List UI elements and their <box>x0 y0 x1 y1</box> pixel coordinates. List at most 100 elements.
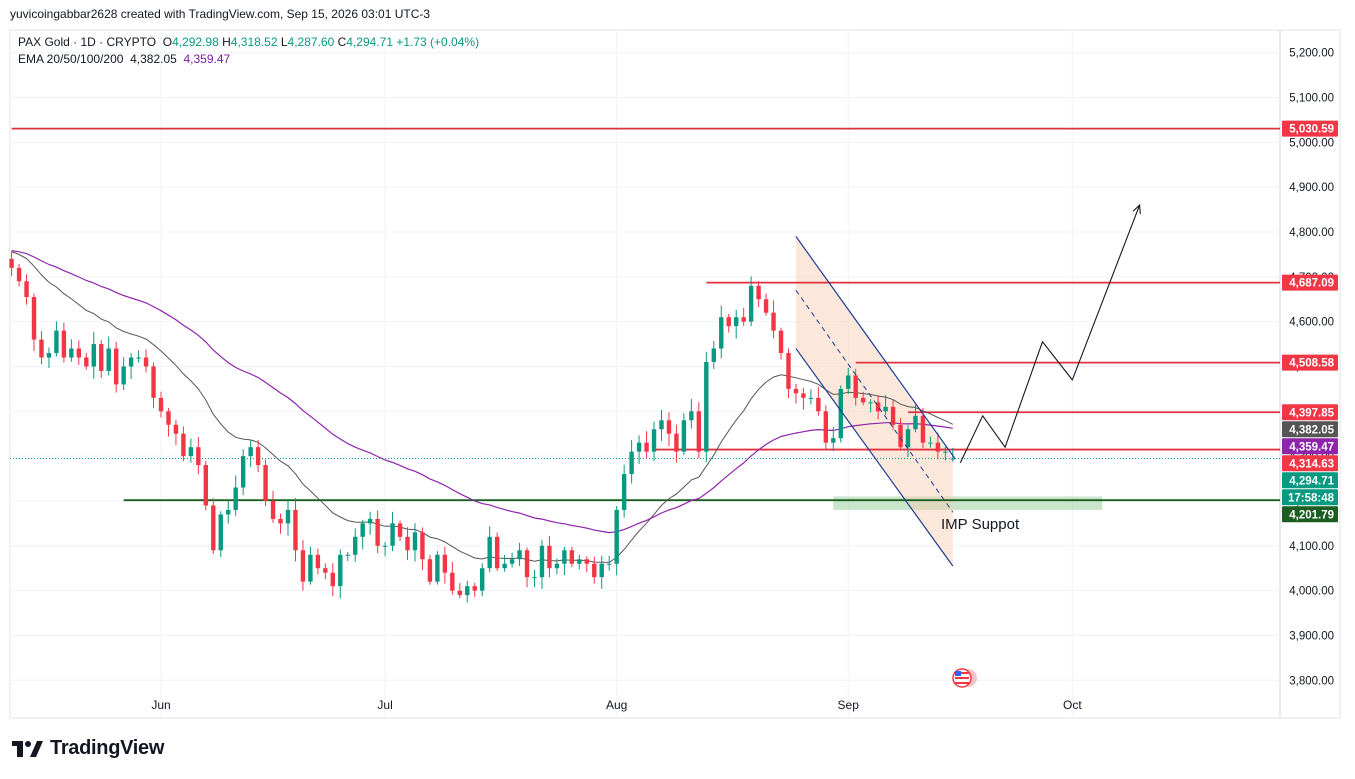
close-value: 4,294.71 <box>346 35 393 49</box>
price-tag <box>1282 472 1338 489</box>
price-axis: 5,200.00 5,100.00 5,000.00 4,900.00 4,800.00… <box>1282 48 1338 687</box>
price-tag-label: 4,294.71 <box>1289 475 1334 487</box>
price-tag-label: 4,397.85 <box>1289 407 1334 419</box>
high-label: H <box>222 35 231 49</box>
candle-body <box>681 420 687 452</box>
open-value: 4,292.98 <box>172 35 219 49</box>
candle-body <box>875 402 881 412</box>
candle-body <box>711 348 716 362</box>
candle-body <box>338 554 343 587</box>
candle-body <box>16 267 22 282</box>
candle-body <box>771 312 776 331</box>
price-tick-label: 4,000.00 <box>1289 586 1334 598</box>
candle-body <box>397 523 403 537</box>
candle-body <box>651 429 657 452</box>
candle-body <box>599 563 604 578</box>
price-tag <box>1282 274 1338 291</box>
candle-body <box>741 317 746 322</box>
candle-body <box>143 357 149 367</box>
channel-upper-line <box>795 236 956 459</box>
high-value: 4,318.52 <box>230 35 278 49</box>
candle-body <box>360 523 365 537</box>
horizontal-levels <box>10 127 1280 502</box>
candle-body <box>293 509 298 551</box>
close-label: C <box>337 35 347 49</box>
change-value: +1.73 (+0.04%) <box>396 35 480 49</box>
price-tag-label: 4,382.05 <box>1289 424 1334 436</box>
price-tag <box>1282 120 1338 137</box>
candle-body <box>427 559 433 582</box>
channel-lower-line <box>795 348 954 567</box>
candle-body <box>898 424 903 448</box>
candle-body <box>689 411 694 421</box>
candle-body <box>629 451 634 475</box>
candle-body <box>382 545 388 547</box>
grid-lines <box>9 29 1341 719</box>
price-tag <box>1282 455 1338 472</box>
price-tick-label: 5,200.00 <box>1289 48 1334 60</box>
ema-legend[interactable]: EMA 20/50/100/200 4,382.05 4,359.47 <box>18 52 230 66</box>
candle-body <box>158 397 164 412</box>
price-tag <box>1282 421 1338 438</box>
candle-body <box>345 554 350 556</box>
candle-body <box>31 296 37 340</box>
tradingview-logo[interactable]: TradingView <box>12 737 164 760</box>
price-tick-label: 4,600.00 <box>1289 317 1334 329</box>
candle-body <box>532 577 537 579</box>
price-tick-label: 4,800.00 <box>1289 227 1334 239</box>
candle-body <box>181 433 186 457</box>
us-flag-icon[interactable] <box>952 668 977 688</box>
price-tick-label: 4,900.00 <box>1289 182 1334 194</box>
candle-body <box>240 456 246 488</box>
price-tag-label: 4,201.79 <box>1289 509 1334 521</box>
ema20-line <box>11 251 954 563</box>
candle-body <box>166 411 171 425</box>
candle-body <box>913 415 918 430</box>
price-tag-label: 4,508.58 <box>1289 358 1334 370</box>
time-tick-label: Jun <box>151 698 170 712</box>
time-tick-label: Jul <box>377 698 392 712</box>
candle-body <box>106 348 111 371</box>
price-tag-label: 17:58:48 <box>1288 492 1335 504</box>
candle-body <box>308 554 313 582</box>
candle-body <box>457 590 462 596</box>
candle-body <box>562 550 567 564</box>
candle-body <box>868 402 873 404</box>
candle-body <box>24 281 29 297</box>
candle-body <box>502 563 507 569</box>
candle-body <box>91 344 96 367</box>
candle-body <box>218 514 223 551</box>
candle-body <box>487 536 492 569</box>
time-tick-label: Sep <box>838 698 860 712</box>
candle-body <box>905 429 911 448</box>
candle-body <box>255 447 261 466</box>
price-tag-label: 5,030.59 <box>1289 124 1334 136</box>
ema-label[interactable]: EMA 20/50/100/200 <box>18 52 124 66</box>
candle-body <box>577 559 582 564</box>
candle-body <box>659 420 664 430</box>
price-tick-label: 3,800.00 <box>1289 675 1334 687</box>
candle-body <box>733 317 739 327</box>
author-line: yuvicoingabbar2628 created with TradingV… <box>10 7 431 21</box>
plot-frame <box>9 29 1341 719</box>
price-tick-label: 4,100.00 <box>1289 541 1334 553</box>
candle-body <box>76 348 82 358</box>
candle-body <box>853 375 858 398</box>
candle-body <box>323 568 328 573</box>
ema20-value: 4,382.05 <box>130 52 177 66</box>
candle-body <box>136 357 141 359</box>
low-value: 4,287.60 <box>287 35 335 49</box>
symbol-name[interactable]: PAX Gold · 1D · CRYPTO <box>18 35 157 49</box>
candle-body <box>330 572 336 587</box>
candle-body <box>554 563 560 569</box>
candle-body <box>128 357 134 367</box>
candle-body <box>61 330 67 358</box>
open-label: O <box>162 35 173 49</box>
symbol-legend[interactable]: PAX Gold · 1D · CRYPTO O4,292.98 H4,318.… <box>18 35 479 49</box>
candle-body <box>950 458 956 460</box>
price-tag-label: 4,687.09 <box>1289 278 1334 290</box>
candle-body <box>270 500 276 519</box>
candle-body <box>607 563 612 565</box>
candle-body <box>69 348 74 358</box>
